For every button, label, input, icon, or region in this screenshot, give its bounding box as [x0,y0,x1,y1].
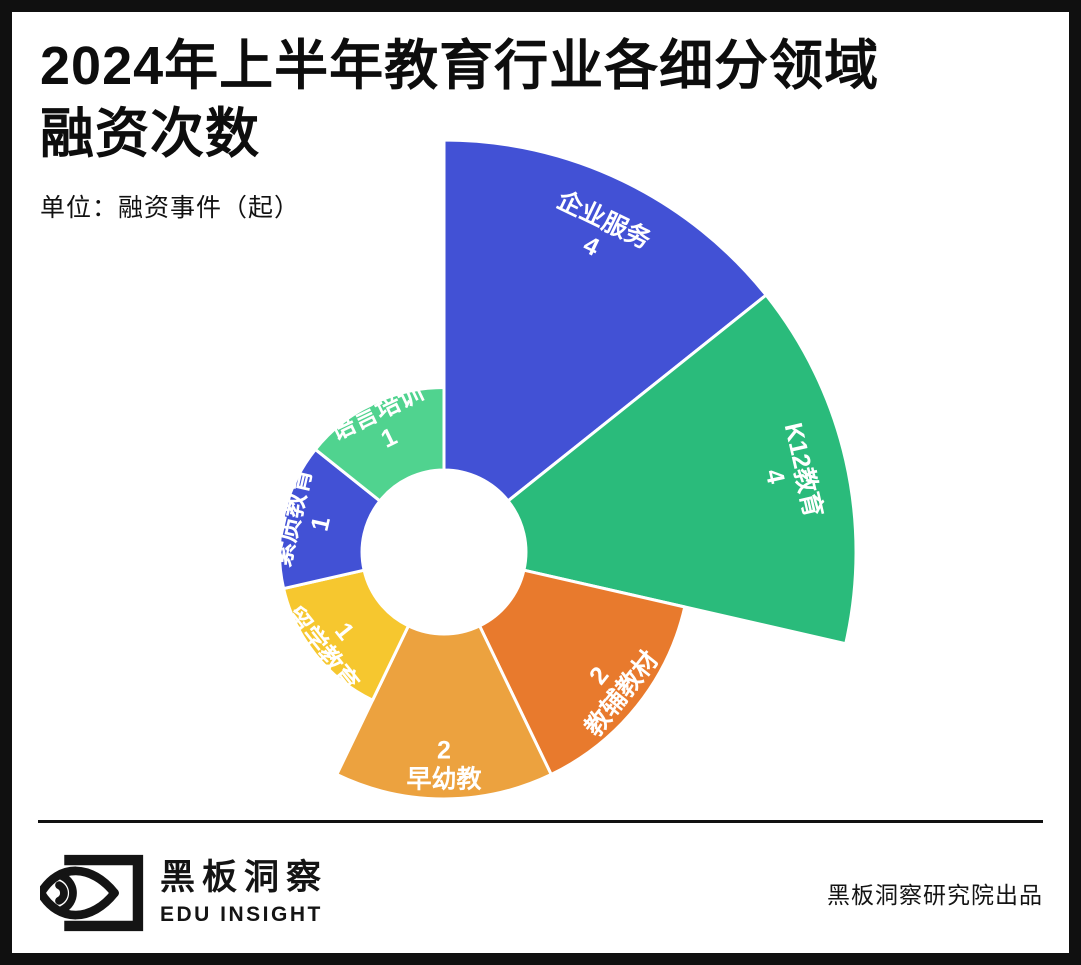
brand-text: 黑板洞察 EDU INSIGHT [160,857,329,928]
rose-segment-2 [478,568,687,776]
footer-divider [38,820,1043,823]
unit-label: 单位：融资事件（起） [40,194,301,223]
brand-logo: 黑板洞察 EDU INSIGHT [40,853,328,933]
brand-name-cn: 黑板洞察 [160,857,329,897]
header: 2024年上半年教育行业各细分领域 融资次数 单位：融资事件（起） [40,32,940,224]
page-title-line2: 融资次数 [40,104,260,165]
brand-name-en: EDU INSIGHT [160,903,323,927]
rose-segment-6 [313,386,446,503]
rose-segment-3 [335,624,553,801]
rose-segment-1 [506,293,858,646]
eye-logo-icon [40,854,144,932]
card-content: 2024年上半年教育行业各细分领域 融资次数 单位：融资事件（起） 企业服务4 K… [12,12,1069,953]
page-title-line1: 2024年上半年教育行业各细分领域 [40,36,880,96]
rose-segment-0 [442,138,768,503]
credit-text: 黑板洞察研究院出品 [827,882,1043,908]
footer: 黑板洞察 EDU INSIGHT 黑板洞察研究院出品 [40,850,1043,936]
rose-segment-label-3: 2 早幼教 [406,736,482,793]
